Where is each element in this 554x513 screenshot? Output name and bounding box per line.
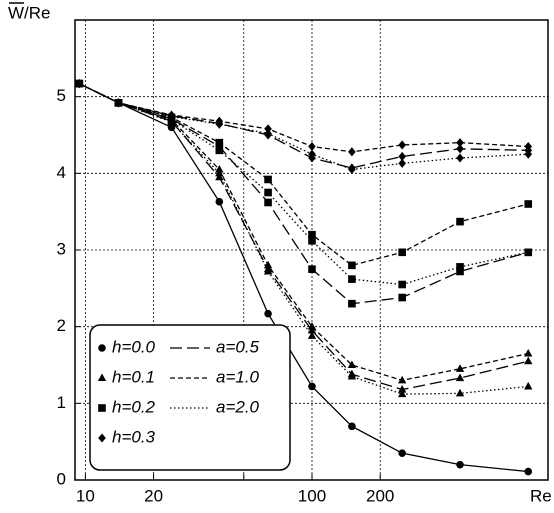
y-tick-label: 5	[57, 86, 66, 105]
legend-label: a=2.0	[216, 397, 260, 416]
marker	[398, 248, 406, 257]
legend-label: h=0.3	[112, 427, 156, 446]
marker	[307, 325, 317, 334]
y-tick-label: 3	[57, 239, 66, 258]
marker	[308, 230, 316, 239]
marker	[397, 389, 407, 398]
marker	[98, 344, 106, 352]
marker	[308, 237, 316, 245]
marker	[98, 404, 106, 412]
legend-label: h=0.0	[112, 337, 156, 356]
marker	[264, 198, 272, 207]
marker	[524, 248, 533, 257]
marker	[215, 172, 224, 181]
marker	[307, 331, 317, 339]
marker	[524, 356, 533, 365]
marker	[98, 433, 106, 443]
marker	[398, 449, 406, 457]
marker	[456, 144, 464, 154]
marker	[264, 309, 272, 318]
marker	[167, 112, 176, 122]
series-line	[78, 83, 529, 286]
marker	[455, 388, 465, 397]
marker	[264, 188, 272, 197]
marker	[308, 141, 316, 152]
series-line	[78, 83, 529, 267]
marker	[215, 164, 224, 173]
marker	[398, 158, 406, 168]
marker	[456, 263, 464, 271]
legend-label: a=0.5	[216, 337, 260, 356]
series-line	[78, 83, 529, 171]
series-line	[78, 83, 529, 305]
series-line	[78, 83, 529, 382]
marker	[75, 79, 84, 89]
marker	[114, 98, 123, 108]
marker	[524, 381, 533, 390]
marker	[308, 265, 316, 273]
marker	[524, 141, 533, 152]
legend-box	[89, 324, 291, 471]
y-axis-label: W/Re	[8, 3, 51, 22]
series-line	[78, 83, 529, 169]
legend: h=0.0 h=0.1 h=0.2 h=0.3 a=0.5 a=1.0 a=2.0	[89, 324, 291, 471]
legend-label: h=0.2	[112, 397, 156, 416]
marker	[397, 384, 407, 393]
marker	[264, 175, 272, 184]
marker	[456, 460, 464, 469]
marker	[456, 217, 464, 226]
marker	[347, 360, 357, 369]
series-line	[78, 83, 529, 391]
marker	[456, 153, 464, 163]
y-tick-label: 2	[57, 316, 66, 335]
marker	[347, 371, 357, 380]
marker	[263, 266, 273, 275]
marker	[215, 119, 224, 129]
marker	[348, 261, 356, 270]
marker	[397, 375, 407, 384]
marker	[348, 164, 356, 175]
x-tick-label: 200	[366, 486, 394, 505]
y-tick-label: 0	[57, 469, 66, 488]
marker	[264, 128, 272, 139]
marker	[215, 138, 224, 147]
x-tick-label: 10	[76, 486, 95, 505]
marker	[307, 322, 317, 330]
marker	[398, 140, 406, 150]
marker	[455, 364, 465, 372]
marker	[264, 124, 272, 134]
marker	[308, 382, 316, 391]
marker	[524, 200, 533, 208]
marker	[398, 280, 406, 289]
marker	[398, 293, 406, 302]
legend-label: h=0.1	[112, 367, 155, 386]
marker	[524, 467, 533, 476]
marker	[215, 197, 224, 206]
y-tick-label: 4	[57, 163, 66, 182]
marker	[455, 373, 465, 382]
marker	[348, 275, 356, 283]
x-axis-label: Re	[530, 486, 552, 505]
marker	[348, 422, 356, 431]
marker	[167, 123, 176, 132]
marker	[524, 348, 533, 357]
marker	[215, 168, 224, 177]
marker	[263, 260, 273, 269]
x-tick-label: 20	[144, 486, 163, 505]
marker	[308, 149, 316, 159]
marker	[97, 373, 107, 382]
marker	[348, 299, 356, 308]
x-tick-label: 100	[298, 486, 326, 505]
marker	[348, 147, 356, 157]
y-tick-label: 1	[57, 393, 66, 412]
marker	[456, 138, 464, 148]
marker	[524, 149, 533, 159]
series-line	[78, 83, 529, 153]
series-line	[78, 83, 529, 395]
marker	[215, 146, 224, 155]
marker	[398, 151, 406, 162]
legend-label: a=1.0	[216, 367, 260, 386]
